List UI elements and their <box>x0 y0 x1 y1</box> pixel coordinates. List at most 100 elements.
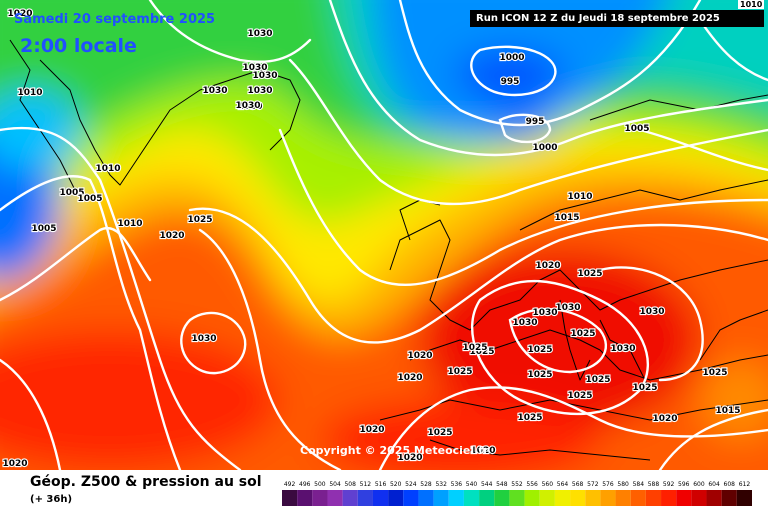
scale-tick-label: 584 <box>633 481 645 488</box>
scale-tick-label: 564 <box>557 481 569 488</box>
pressure-label: 1030 <box>242 63 267 73</box>
scale-tick-label: 500 <box>314 481 326 488</box>
pressure-label: 995 <box>526 117 545 127</box>
pressure-label: 1000 <box>499 53 524 63</box>
coastlines <box>9 39 768 461</box>
scale-swatch <box>706 490 722 506</box>
scale-swatch <box>494 490 510 506</box>
scale-tick-label: 508 <box>344 481 356 488</box>
pressure-label: 1030 <box>247 86 272 96</box>
corner-pressure-label: 1010 <box>738 0 765 9</box>
pressure-label: 1025 <box>447 367 472 377</box>
scale-swatch <box>691 490 707 506</box>
scale-swatch <box>736 490 752 506</box>
pressure-label: 1025 <box>517 413 542 423</box>
scale-swatch <box>554 490 571 506</box>
pressure-label: 1025 <box>469 347 494 357</box>
legend-forecast-hour: (+ 36h) <box>30 494 73 505</box>
scale-tick-label: 536 <box>451 481 463 488</box>
scale-tick-label: 588 <box>648 481 660 488</box>
pressure-label: 1025 <box>567 391 592 401</box>
scale-tick-label: 496 <box>299 481 311 488</box>
pressure-label: 1020 <box>470 446 495 456</box>
scale-swatch <box>297 490 313 506</box>
scale-tick-label: 556 <box>526 481 538 488</box>
scale-swatch <box>418 490 434 506</box>
pressure-label: 1025 <box>577 269 602 279</box>
pressure-label: 1010 <box>17 88 42 98</box>
scale-tick-label: 560 <box>542 481 554 488</box>
scale-tick-label: 552 <box>511 481 523 488</box>
pressure-label: 1010 <box>567 192 592 202</box>
scale-tick-label: 544 <box>481 481 493 488</box>
model-run-info: Run ICON 12 Z du Jeudi 18 septembre 2025 <box>470 10 764 27</box>
scale-swatch <box>433 490 449 506</box>
geopotential-fill <box>0 0 768 470</box>
scale-swatch <box>570 490 586 506</box>
scale-swatch <box>357 490 373 506</box>
pressure-label: 1000 <box>532 143 557 153</box>
scale-tick-label: 528 <box>420 481 432 488</box>
pressure-label: 1030 <box>191 334 216 344</box>
pressure-label: 1030 <box>512 318 537 328</box>
scale-swatch <box>600 490 616 506</box>
scale-tick-label: 520 <box>390 481 402 488</box>
scale-swatch <box>342 490 358 506</box>
pressure-label: 1025 <box>462 343 487 353</box>
scale-swatch <box>372 490 389 506</box>
scale-swatch <box>645 490 662 506</box>
pressure-label: 1020 <box>535 261 560 271</box>
scale-tick-label: 524 <box>405 481 417 488</box>
scale-tick-label: 572 <box>587 481 599 488</box>
scale-swatch <box>312 490 328 506</box>
scale-tick-label: 504 <box>329 481 341 488</box>
scale-swatch <box>630 490 646 506</box>
pressure-label: 1020 <box>359 425 384 435</box>
pressure-label: 1030 <box>202 86 227 96</box>
scale-tick-label: 608 <box>724 481 736 488</box>
pressure-label: 1010 <box>95 164 120 174</box>
scale-tick-label: 492 <box>284 481 296 488</box>
pressure-label: 1025 <box>702 368 727 378</box>
isobars <box>0 0 768 470</box>
pressure-label: 1025 <box>427 428 452 438</box>
pressure-label: 1020 <box>397 453 422 463</box>
scale-tick-label: 580 <box>617 481 629 488</box>
scale-swatch <box>615 490 631 506</box>
pressure-label: 1025 <box>527 370 552 380</box>
pressure-label: 1020 <box>159 231 184 241</box>
pressure-label: 1030 <box>555 303 580 313</box>
scale-swatch <box>539 490 555 506</box>
scale-swatch <box>463 490 480 506</box>
pressure-label: 1030 <box>532 308 557 318</box>
scale-swatch <box>388 490 404 506</box>
pressure-label: 1030 <box>639 307 664 317</box>
scale-tick-label: 532 <box>435 481 447 488</box>
pressure-label: 1025 <box>570 329 595 339</box>
scale-tick-label: 596 <box>678 481 690 488</box>
scale-swatch <box>448 490 464 506</box>
pressure-label: 1020 <box>652 414 677 424</box>
pressure-label: 1025 <box>527 345 552 355</box>
scale-tick-label: 604 <box>708 481 720 488</box>
pressure-label: 1005 <box>31 224 56 234</box>
pressure-label: 1030 <box>237 102 262 112</box>
pressure-label: 1010 <box>117 219 142 229</box>
legend-title: Géop. Z500 & pression au sol <box>30 474 262 490</box>
scale-tick-label: 612 <box>739 481 751 488</box>
pressure-label: 1020 <box>2 459 27 469</box>
pressure-label: 1025 <box>585 375 610 385</box>
pressure-label: 1015 <box>554 213 579 223</box>
scale-tick-label: 600 <box>693 481 705 488</box>
color-scale: 492 496 500 504 508 512 516 520 524 528 532 536 540 5… <box>282 481 752 506</box>
pressure-label: 1030 <box>252 71 277 81</box>
scale-tick-label: 548 <box>496 481 508 488</box>
scale-swatch <box>661 490 677 506</box>
scale-swatch <box>282 490 298 506</box>
pressure-label: 1030 <box>610 344 635 354</box>
scale-swatch <box>524 490 540 506</box>
pressure-label: 1015 <box>715 406 740 416</box>
scale-tick-label: 516 <box>375 481 387 488</box>
scale-tick-label: 576 <box>602 481 614 488</box>
